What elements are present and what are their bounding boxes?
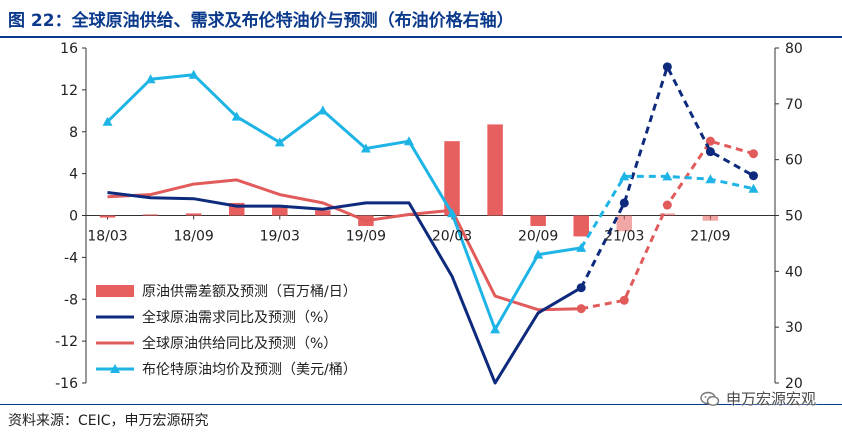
demand-point xyxy=(748,171,758,181)
balance-bar xyxy=(185,213,202,216)
legend-label: 布伦特原油均价及预测（美元/桶） xyxy=(142,362,357,378)
watermark: 申万宏源宏观 xyxy=(700,388,816,409)
x-tick-label: 21/03 xyxy=(604,229,644,245)
brent-point xyxy=(662,171,673,181)
brent-point xyxy=(145,74,156,84)
left-tick-label: -16 xyxy=(55,376,78,392)
balance-bar xyxy=(444,141,460,216)
right-tick-label: 50 xyxy=(785,209,803,225)
x-tick-label: 18/09 xyxy=(173,229,213,245)
balance-bar xyxy=(573,215,589,237)
x-tick-label: 20/03 xyxy=(432,229,472,245)
balance-bar xyxy=(99,215,116,218)
legend-label: 原油供需差额及预测（百万桶/日） xyxy=(142,284,357,300)
footer-divider xyxy=(0,404,842,405)
left-tick-label: -12 xyxy=(55,334,78,350)
demand-forecast-line xyxy=(579,62,755,289)
supply-point xyxy=(662,200,672,210)
title-divider xyxy=(0,36,842,38)
brent-point xyxy=(576,242,587,252)
brent-point xyxy=(360,143,371,153)
supply-point xyxy=(576,304,586,314)
balance-bar xyxy=(487,124,503,216)
brent-actual-line xyxy=(106,73,582,331)
brent-point xyxy=(447,208,458,218)
source-note: 资料来源：CEIC，申万宏源研究 xyxy=(8,413,209,429)
chart-legend: 原油供需差额及预测（百万桶/日） 全球原油需求同比及预测（%） 全球原油供给同比及预… xyxy=(96,284,357,378)
right-tick-label: 70 xyxy=(785,97,803,113)
brent-point xyxy=(231,111,242,121)
brent-point xyxy=(490,324,501,334)
brent-point xyxy=(619,171,630,181)
left-tick-label: 12 xyxy=(60,83,78,99)
brent-point xyxy=(274,137,285,147)
balance-bar xyxy=(272,205,288,216)
balance-bar xyxy=(702,215,719,221)
right-tick-label: 40 xyxy=(785,264,803,280)
tick-labels: -16 -12 -8 -4 0 4 8 12 16 20 30 40 50 60 70 80 18/03 18/0… xyxy=(55,41,803,392)
demand-point xyxy=(619,198,629,208)
watermark-text: 申万宏源宏观 xyxy=(725,390,816,408)
legend-swatch-marker xyxy=(110,364,120,373)
brent-point xyxy=(705,174,716,184)
brent-point xyxy=(748,183,759,193)
left-tick-label: 8 xyxy=(69,125,78,141)
x-tick-label: 19/09 xyxy=(346,229,386,245)
x-tick-label: 20/09 xyxy=(518,229,558,245)
demand-point xyxy=(662,62,672,72)
supply-point xyxy=(748,149,758,159)
chart-title: 图 22：全球原油供给、需求及布伦特油价与预测（布油价格右轴） xyxy=(8,11,514,31)
right-tick-label: 80 xyxy=(785,41,803,57)
balance-bar xyxy=(659,213,676,216)
right-tick-label: 30 xyxy=(785,320,803,336)
brent-point xyxy=(317,105,328,115)
wechat-icon xyxy=(700,391,720,406)
brent-point xyxy=(102,116,113,126)
brent-point xyxy=(188,69,199,79)
legend-label: 全球原油需求同比及预测（%） xyxy=(142,309,337,326)
supply-point xyxy=(619,295,629,305)
legend-label: 全球原油供给同比及预测（%） xyxy=(142,335,337,352)
demand-point xyxy=(705,147,715,157)
demand-point xyxy=(576,283,586,293)
x-tick-label: 21/09 xyxy=(690,229,730,245)
supply-forecast-line xyxy=(580,139,754,311)
brent-point xyxy=(403,136,414,146)
demand-actual-line xyxy=(107,191,582,385)
balance-bar xyxy=(315,210,331,216)
combo-chart: -16 -12 -8 -4 0 4 8 12 16 20 30 40 50 60 70 80 18/03 18/0… xyxy=(55,41,803,392)
right-tick-label: 60 xyxy=(785,153,803,169)
left-tick-label: -4 xyxy=(64,250,78,266)
balance-bar xyxy=(530,215,546,226)
right-tick-label: 20 xyxy=(785,376,803,392)
left-tick-label: -8 xyxy=(64,292,78,308)
supply-actual-line xyxy=(107,178,582,312)
x-tick-label: 18/03 xyxy=(87,229,127,245)
balance-bar xyxy=(616,215,633,232)
x-tick-label: 19/03 xyxy=(260,229,300,245)
supply-point xyxy=(705,136,715,146)
left-tick-label: 4 xyxy=(69,167,78,183)
brent-point xyxy=(533,249,544,259)
legend-swatch-balance xyxy=(96,285,134,297)
left-tick-label: 16 xyxy=(60,41,78,57)
left-tick-label: 0 xyxy=(69,209,78,225)
balance-bar xyxy=(142,214,159,216)
series-lines xyxy=(102,62,759,385)
